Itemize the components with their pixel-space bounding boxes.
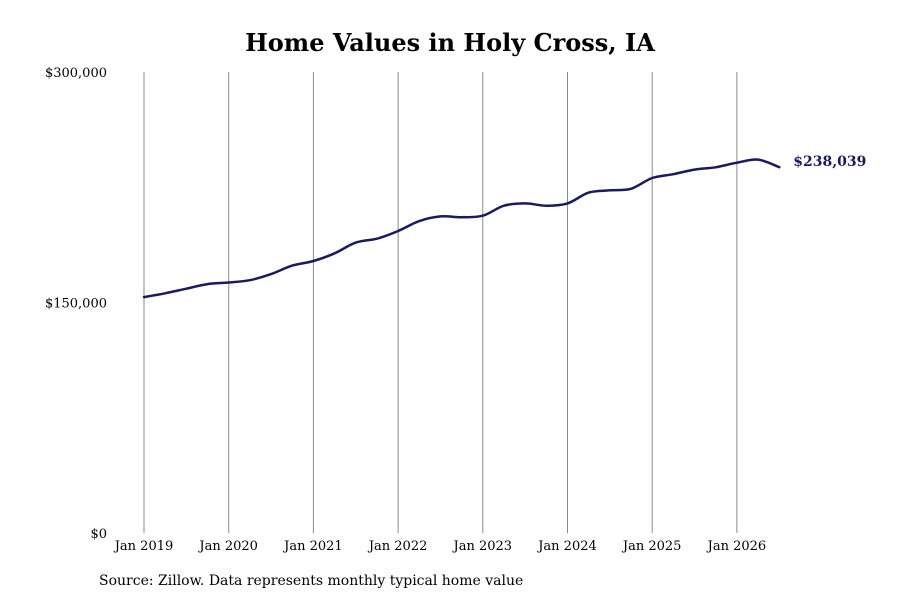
x-tick-label: Jan 2019 xyxy=(113,539,174,554)
gridlines xyxy=(143,72,738,533)
x-axis-ticks: Jan 2019 Jan 2020 Jan 2021 Jan 2022 Jan 2023… xyxy=(113,539,766,554)
x-tick-label: Jan 2022 xyxy=(367,539,428,554)
end-value-label: $238,039 xyxy=(793,154,866,170)
y-axis-ticks: $0 $150,000 $300,000 xyxy=(45,66,107,542)
y-tick-label: $150,000 xyxy=(45,297,107,312)
x-tick-label: Jan 2020 xyxy=(197,539,258,554)
y-tick-label: $300,000 xyxy=(45,66,107,81)
chart-title: Home Values in Holy Cross, IA xyxy=(245,28,655,57)
x-tick-label: Jan 2021 xyxy=(282,539,343,554)
series-line xyxy=(142,158,781,299)
x-tick-label: Jan 2024 xyxy=(536,539,597,554)
y-tick-label: $0 xyxy=(90,527,107,542)
source-note: Source: Zillow. Data represents monthly … xyxy=(99,573,524,589)
x-tick-label: Jan 2023 xyxy=(452,539,513,554)
x-tick-label: Jan 2026 xyxy=(706,539,767,554)
x-tick-label: Jan 2025 xyxy=(621,539,682,554)
